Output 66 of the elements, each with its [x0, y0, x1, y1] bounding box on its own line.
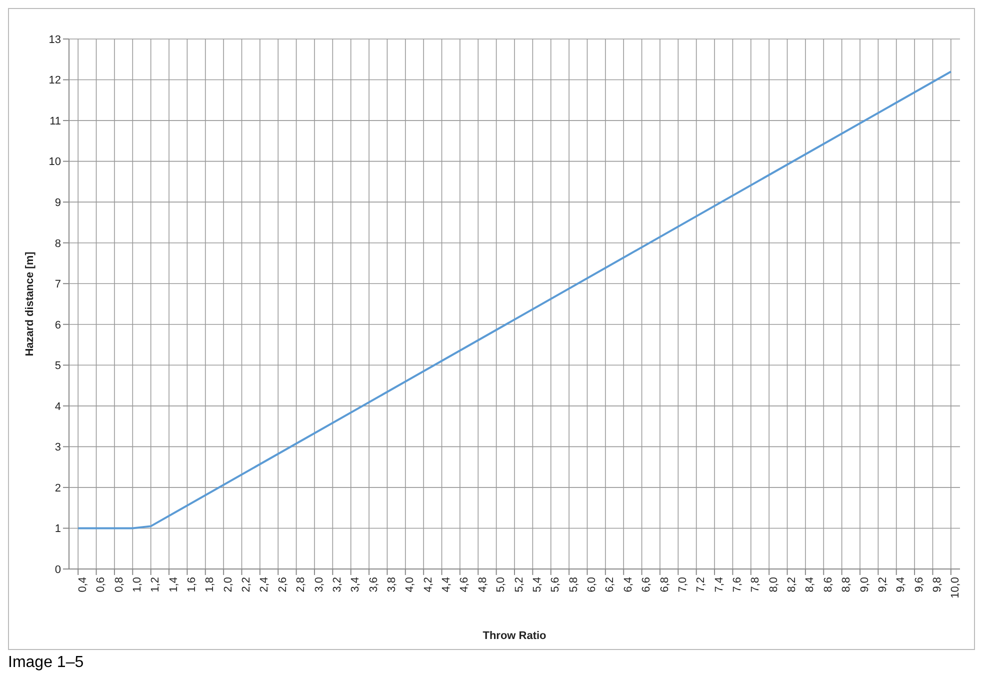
x-tick-label: 1,6 — [186, 577, 198, 592]
x-tick-label: 3,4 — [350, 577, 362, 592]
x-tick-label: 2,4 — [258, 577, 271, 592]
x-tick-label: 8,4 — [804, 577, 816, 592]
y-tick-label: 13 — [48, 34, 61, 46]
x-tick-label: 8,6 — [822, 577, 834, 592]
x-tick-label: 9,2 — [876, 577, 889, 592]
x-tick-label: 2,8 — [295, 577, 308, 592]
x-tick-label: 5,4 — [531, 577, 544, 592]
x-tick-label: 1,4 — [168, 577, 180, 592]
x-tick-label: 4,2 — [422, 577, 434, 592]
y-tick-label: 3 — [54, 442, 61, 454]
x-tick-label: 9,0 — [858, 577, 871, 592]
x-tick-label: 6,4 — [622, 577, 634, 592]
x-tick-label: 7,6 — [732, 577, 744, 592]
x-tick-label: 7,4 — [713, 577, 726, 592]
y-axis-title: Hazard distance [m] — [24, 251, 36, 356]
x-tick-label: 1,2 — [150, 577, 162, 592]
y-tick-label: 10 — [48, 156, 61, 168]
text: Image 1–5 — [8, 654, 85, 672]
y-tick-label: 5 — [54, 360, 61, 372]
x-tick-label: 6,0 — [586, 577, 598, 592]
x-tick-label: 5,0 — [495, 577, 508, 592]
x-tick-label: 5,2 — [513, 577, 526, 592]
x-tick-label: 9,8 — [932, 577, 944, 592]
x-tick-label: 8,8 — [840, 577, 853, 592]
x-tick-label: 8,2 — [786, 577, 798, 592]
x-tick-label: 7,2 — [695, 577, 708, 592]
x-tick-label: 7,8 — [750, 577, 762, 592]
x-tick-label: 9,6 — [913, 577, 926, 592]
x-tick-label: 3,2 — [331, 577, 344, 592]
x-tick-label: 6,8 — [658, 577, 671, 592]
x-tick-label: 0,8 — [113, 577, 126, 592]
x-tick-label: 8,0 — [768, 577, 780, 592]
x-tick-label: 6,2 — [604, 577, 616, 592]
y-tick-label: 2 — [54, 482, 61, 494]
x-tick-label: 10,0 — [950, 577, 962, 598]
x-tick-label: 9,4 — [895, 577, 908, 592]
y-tick-label: 4 — [54, 400, 61, 413]
x-tick-label: 0,4 — [76, 577, 89, 592]
y-tick-label: 11 — [50, 115, 61, 128]
x-tick-label: 0,6 — [95, 577, 108, 592]
x-tick-label: 4,0 — [404, 577, 416, 592]
x-tick-label: 1,8 — [204, 577, 216, 592]
x-tick-label: 4,4 — [440, 577, 453, 592]
x-tick-label: 5,8 — [568, 577, 580, 592]
y-tick-label: 8 — [54, 238, 61, 250]
x-tick-label: 4,8 — [476, 577, 489, 592]
x-tick-label: 4,6 — [458, 577, 471, 592]
y-tick-label: 0 — [54, 564, 61, 576]
x-tick-label: 3,8 — [386, 577, 398, 592]
y-tick-label: 6 — [54, 319, 61, 332]
x-tick-label: 5,6 — [550, 577, 562, 592]
x-tick-label: 2,6 — [276, 577, 289, 592]
x-tick-label: 1,0 — [131, 577, 144, 592]
y-tick-label: 1 — [54, 523, 61, 536]
x-tick-label: 3,6 — [368, 577, 380, 592]
x-tick-label: 3,0 — [313, 577, 326, 592]
x-tick-label: 2,2 — [240, 577, 253, 592]
y-tick-label: 9 — [54, 196, 61, 209]
y-tick-label: 12 — [48, 74, 61, 87]
x-axis-title: Throw Ratio — [482, 630, 547, 642]
y-tick-label: 7 — [54, 278, 61, 291]
x-tick-label: 7,0 — [676, 577, 689, 592]
x-tick-label: 6,6 — [640, 577, 653, 592]
x-tick-label: 2,0 — [222, 577, 234, 592]
